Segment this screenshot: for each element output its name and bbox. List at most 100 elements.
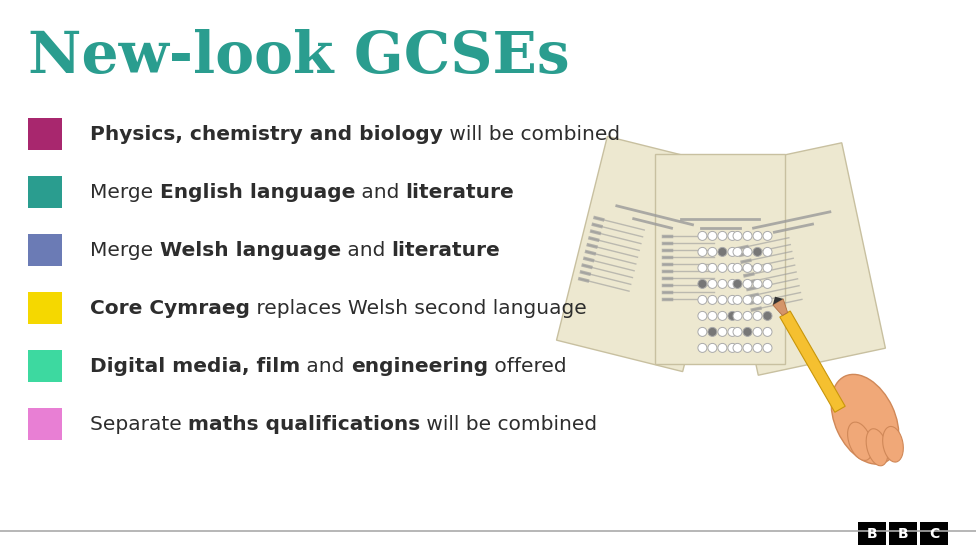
Text: offered: offered [488, 356, 567, 376]
Circle shape [698, 231, 707, 240]
Circle shape [718, 279, 727, 288]
Circle shape [728, 279, 737, 288]
FancyBboxPatch shape [889, 522, 917, 545]
Text: Digital media, film: Digital media, film [90, 356, 301, 376]
Circle shape [733, 295, 742, 304]
Text: English language: English language [159, 182, 355, 201]
Circle shape [753, 248, 762, 256]
Circle shape [733, 231, 742, 240]
Circle shape [763, 279, 772, 288]
Circle shape [728, 344, 737, 352]
Text: Merge: Merge [90, 240, 159, 260]
Circle shape [743, 344, 752, 352]
FancyBboxPatch shape [28, 408, 62, 440]
Polygon shape [773, 299, 788, 316]
Text: will be combined: will be combined [443, 125, 620, 143]
Circle shape [763, 231, 772, 240]
Polygon shape [714, 143, 885, 375]
Circle shape [728, 231, 737, 240]
Circle shape [698, 264, 707, 272]
Circle shape [753, 231, 762, 240]
Circle shape [733, 344, 742, 352]
Circle shape [743, 311, 752, 321]
Circle shape [718, 311, 727, 321]
Text: will be combined: will be combined [421, 414, 597, 434]
Circle shape [728, 264, 737, 272]
Circle shape [698, 248, 707, 256]
Text: maths qualifications: maths qualifications [188, 414, 421, 434]
Circle shape [753, 327, 762, 337]
Text: and: and [355, 182, 406, 201]
Circle shape [743, 295, 752, 304]
Circle shape [728, 311, 737, 321]
Text: literature: literature [406, 182, 514, 201]
Polygon shape [773, 296, 783, 305]
Circle shape [753, 295, 762, 304]
Circle shape [708, 344, 717, 352]
FancyBboxPatch shape [920, 522, 948, 545]
Circle shape [743, 327, 752, 337]
FancyBboxPatch shape [858, 522, 886, 545]
Circle shape [698, 344, 707, 352]
Circle shape [708, 279, 717, 288]
Ellipse shape [882, 427, 904, 462]
Circle shape [753, 344, 762, 352]
FancyBboxPatch shape [28, 350, 62, 382]
Circle shape [708, 248, 717, 256]
Circle shape [753, 264, 762, 272]
Circle shape [698, 327, 707, 337]
FancyBboxPatch shape [28, 292, 62, 324]
Text: New-look GCSEs: New-look GCSEs [28, 29, 570, 85]
Circle shape [733, 264, 742, 272]
Text: B: B [867, 526, 877, 541]
FancyBboxPatch shape [28, 176, 62, 208]
Text: C: C [929, 526, 939, 541]
Circle shape [708, 231, 717, 240]
Circle shape [743, 264, 752, 272]
Text: Merge: Merge [90, 182, 159, 201]
Circle shape [698, 279, 707, 288]
Text: and: and [301, 356, 351, 376]
Circle shape [763, 264, 772, 272]
Circle shape [718, 344, 727, 352]
Circle shape [733, 311, 742, 321]
Circle shape [743, 279, 752, 288]
Circle shape [733, 248, 742, 256]
Circle shape [733, 279, 742, 288]
Circle shape [718, 231, 727, 240]
Text: literature: literature [391, 240, 500, 260]
Circle shape [718, 264, 727, 272]
Circle shape [763, 248, 772, 256]
Text: B: B [898, 526, 909, 541]
Circle shape [708, 264, 717, 272]
Circle shape [753, 279, 762, 288]
Circle shape [728, 295, 737, 304]
Circle shape [708, 327, 717, 337]
Text: Separate: Separate [90, 414, 188, 434]
Polygon shape [556, 136, 734, 372]
Circle shape [733, 327, 742, 337]
Circle shape [708, 295, 717, 304]
Circle shape [763, 311, 772, 321]
Circle shape [708, 311, 717, 321]
Circle shape [718, 327, 727, 337]
Circle shape [753, 311, 762, 321]
FancyBboxPatch shape [28, 118, 62, 150]
Text: and: and [341, 240, 391, 260]
Ellipse shape [866, 429, 888, 466]
Circle shape [728, 248, 737, 256]
Circle shape [718, 248, 727, 256]
Polygon shape [780, 311, 845, 412]
Circle shape [763, 327, 772, 337]
Ellipse shape [832, 374, 899, 464]
Circle shape [728, 327, 737, 337]
Circle shape [743, 231, 752, 240]
FancyBboxPatch shape [28, 234, 62, 266]
Circle shape [698, 295, 707, 304]
Circle shape [763, 295, 772, 304]
Circle shape [763, 344, 772, 352]
Text: Physics, chemistry and biology: Physics, chemistry and biology [90, 125, 443, 143]
Polygon shape [655, 154, 785, 364]
Circle shape [743, 248, 752, 256]
Text: Core Cymraeg: Core Cymraeg [90, 299, 250, 317]
